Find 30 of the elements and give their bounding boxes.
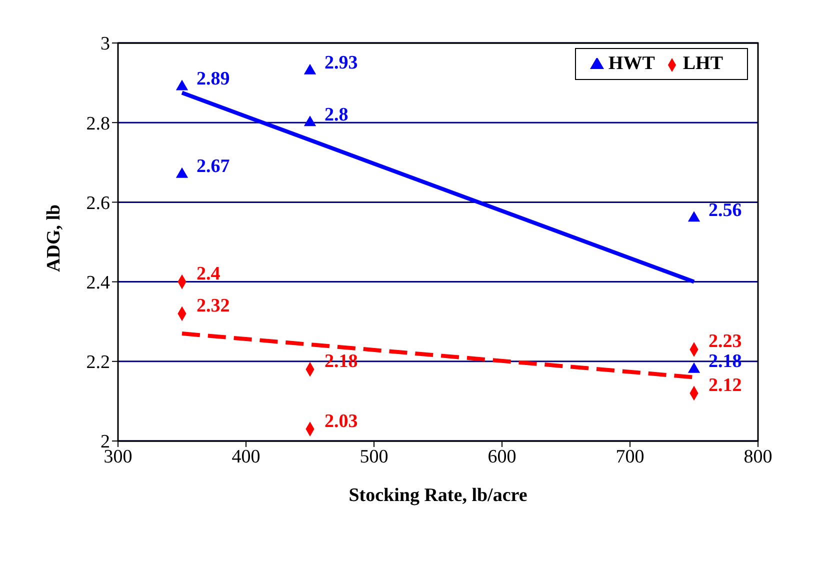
x-tick-label: 600	[488, 446, 516, 468]
x-tick-label: 800	[744, 446, 772, 468]
data-label: 2.8	[324, 104, 348, 126]
data-label: 2.03	[324, 410, 358, 432]
legend-label: HWT	[608, 53, 655, 74]
point	[176, 167, 188, 178]
data-label: 2.12	[708, 374, 742, 396]
data-label: 2.4	[196, 264, 221, 285]
x-tick-label: 500	[360, 446, 388, 468]
data-label: 2.32	[196, 295, 230, 316]
y-tick-label: 2.4	[86, 272, 110, 294]
data-label: 2.89	[196, 68, 230, 90]
point	[304, 116, 316, 126]
y-tick-label: 3	[100, 34, 110, 55]
y-tick-label: 2.6	[86, 192, 110, 214]
y-tick-label: 2.2	[86, 352, 110, 374]
legend-label: LHT	[682, 53, 723, 74]
point	[304, 64, 316, 74]
y-tick-label: 2.8	[86, 113, 110, 134]
data-label: 2.67	[196, 156, 230, 178]
point	[176, 80, 188, 90]
x-tick-label: 700	[616, 446, 644, 468]
x-tick-label: 400	[232, 446, 260, 468]
point	[688, 211, 700, 222]
y-axis-title: ADG, lb	[44, 204, 65, 272]
data-label: 2.93	[324, 52, 358, 74]
data-label: 2.56	[708, 200, 742, 221]
x-tick-label: 300	[104, 446, 132, 468]
x-axis-title: Stocking Rate, lb/acre	[348, 485, 528, 506]
data-label: 2.23	[708, 331, 742, 352]
